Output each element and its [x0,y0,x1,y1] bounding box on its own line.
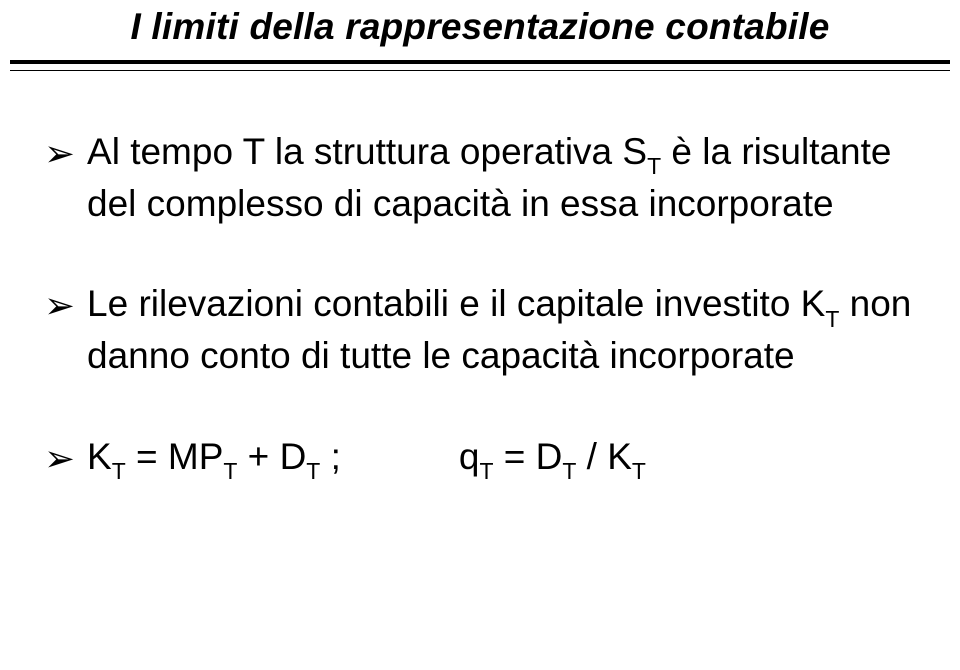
text-run: q [459,436,480,477]
bullet-marker-icon: ➢ [44,435,75,484]
title-rule-thick [10,60,950,64]
subscript: T [562,458,576,484]
bullet-text: Le rilevazioni contabili e il capitale i… [87,280,916,380]
text-run: Al tempo T la struttura operativa S [87,131,647,172]
subscript: T [223,458,237,484]
bullet-text: Al tempo T la struttura operativa ST è l… [87,128,916,228]
slide: I limiti della rappresentazione contabil… [0,0,960,670]
text-run: ; [320,436,341,477]
formula-left: KT = MPT + DT ; [87,433,341,485]
bullet-marker-icon: ➢ [44,130,75,179]
bullet-text: KT = MPT + DT ;qT = DT / KT [87,433,916,485]
text-run: = MP [126,436,224,477]
bullet-item: ➢KT = MPT + DT ;qT = DT / KT [44,433,916,485]
subscript: T [479,458,493,484]
slide-body: ➢Al tempo T la struttura operativa ST è … [44,128,916,485]
subscript: T [632,458,646,484]
text-run: / K [576,436,632,477]
bullet-item: ➢Al tempo T la struttura operativa ST è … [44,128,916,228]
subscript: T [112,458,126,484]
text-run: = D [493,436,562,477]
formula-right: qT = DT / KT [459,433,646,485]
slide-title: I limiti della rappresentazione contabil… [0,6,960,48]
title-rule-thin [10,70,950,71]
bullet-marker-icon: ➢ [44,282,75,331]
text-run: K [87,436,112,477]
formula-row: KT = MPT + DT ;qT = DT / KT [87,433,916,485]
text-run: + D [237,436,306,477]
subscript: T [825,306,839,332]
bullet-item: ➢ Le rilevazioni contabili e il capitale … [44,280,916,380]
text-run: Le rilevazioni contabili e il capitale i… [87,283,825,324]
subscript: T [306,458,320,484]
subscript: T [647,153,661,179]
